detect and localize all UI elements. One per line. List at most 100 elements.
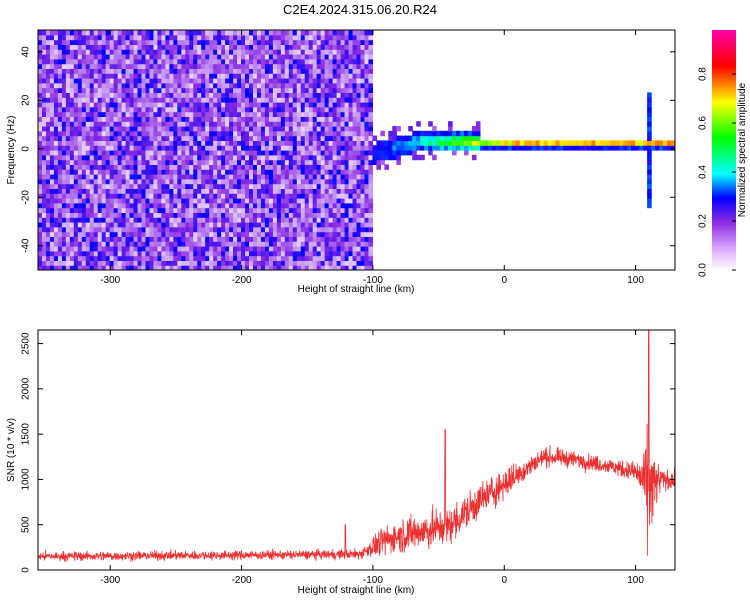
heat-cell [153,150,159,156]
heat-cell [276,260,282,266]
heat-cell [368,73,374,79]
heat-cell [65,217,71,223]
heat-cell [356,236,362,242]
heat-cell [173,82,178,89]
heat-cell [181,255,186,261]
heat-cell [181,49,186,55]
heat-cell [260,30,266,36]
heat-cell [169,222,174,228]
heat-cell [249,154,254,161]
heat-cell [416,130,421,137]
heat-cell [197,106,202,113]
heat-cell [233,154,238,161]
heat-cell [121,217,127,223]
heat-cell [169,121,174,127]
heat-cell [249,212,254,218]
heat-cell [121,231,127,237]
heat-cell [364,97,370,103]
heat-cell [45,63,51,69]
heat-cell [97,174,103,180]
heat-cell [53,178,59,185]
heat-cell [380,130,385,137]
heat-cell [241,145,246,151]
heat-cell [324,49,330,55]
heat-cell [205,164,210,170]
heat-cell [312,183,318,189]
heat-cell [288,54,294,60]
heat-cell [245,34,250,41]
heat-cell [233,226,238,233]
heat-cell [225,231,230,237]
heat-cell [69,226,75,233]
heat-cell [241,212,246,218]
heat-cell [221,34,226,41]
heat-cell [97,207,103,213]
heat-cell [173,145,178,151]
heat-cell [141,188,147,194]
heat-cell [137,145,143,151]
heat-cell [117,68,123,74]
heat-cell [332,116,338,122]
heat-cell [284,68,290,74]
heat-cell [93,198,99,204]
heat-cell [153,212,159,218]
heat-cell [308,121,314,127]
heat-cell [324,140,330,146]
heat-cell [356,231,362,237]
heat-cell [121,183,127,189]
heat-cell [256,63,262,69]
heat-cell [145,265,151,270]
heat-cell [53,260,59,266]
heat-cell [77,174,83,180]
heat-cell [475,130,481,137]
heat-cell [252,106,258,113]
heat-cell [237,140,242,146]
heat-cell [316,87,322,93]
heat-cell [205,121,210,127]
heat-cell [185,130,190,137]
heat-cell [260,193,266,199]
heat-cell [125,54,131,60]
heat-cell [245,49,250,55]
heat-cell [348,92,354,98]
heat-cell [169,111,174,117]
heat-cell [173,44,178,50]
heat-cell [217,250,222,257]
heat-cell [316,260,322,266]
heat-cell [217,159,222,165]
heat-cell [276,226,282,233]
heat-cell [300,246,306,252]
heat-cell [647,140,652,146]
heat-cell [360,44,366,50]
heat-cell [57,250,63,257]
heat-cell [340,49,346,55]
heat-cell [284,34,290,41]
heat-cell [205,222,210,228]
heat-cell [185,150,190,156]
heat-cell [256,236,262,242]
heat-cell [165,159,170,165]
heat-cell [181,111,186,117]
heat-cell [225,169,230,175]
heat-cell [189,174,194,180]
heat-cell [320,183,326,189]
heat-cell [173,202,178,209]
heat-cell [141,222,147,228]
heat-cell [101,150,107,156]
heat-cell [288,58,294,65]
heat-cell [340,34,346,41]
heat-cell [181,97,186,103]
heat-cell [129,135,135,141]
heat-cell [304,97,310,103]
heat-cell [61,92,67,98]
heat-cell [296,121,302,127]
heat-cell [336,30,342,36]
heat-cell [467,135,473,141]
heat-cell [364,106,370,113]
heat-cell [201,111,206,117]
heat-cell [304,87,310,93]
heat-cell [328,226,334,233]
heat-cell [308,63,314,69]
heat-cell [165,34,170,41]
heat-cell [364,87,370,93]
